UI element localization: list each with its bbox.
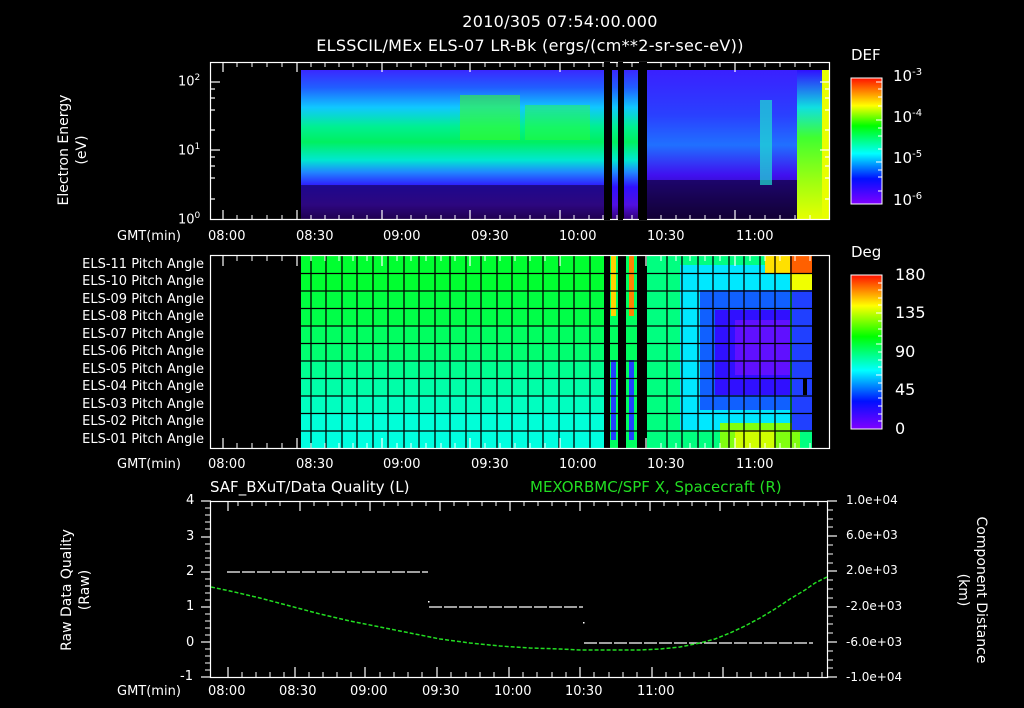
energy-ytick-1: 100 [178, 211, 201, 228]
pitch-angle-heatmap [301, 256, 812, 448]
pitch-row-els-07: ELS-07 Pitch Angle [82, 327, 204, 342]
quality-title-right: MEXORBMC/SPF X, Spacecraft (R) [530, 478, 782, 496]
pitch-row-els-09: ELS-09 Pitch Angle [82, 292, 204, 307]
time-tick-0900: 09:00 [350, 684, 388, 699]
time-tick-1000: 10:00 [559, 229, 597, 244]
quality-ylabel-left: Raw Data Quality (Raw) [59, 529, 93, 651]
time-tick-1100: 11:00 [736, 229, 774, 244]
time-tick-0930: 09:30 [422, 684, 460, 699]
deg-label-135: 135 [895, 303, 926, 322]
pitch-row-els-01: ELS-01 Pitch Angle [82, 432, 204, 447]
plot-subtitle: ELSSCIL/MEx ELS-07 LR-Bk (ergs/(cm**2-sr… [316, 36, 744, 55]
time-tick-0830: 08:30 [279, 684, 317, 699]
time-tick-0830: 08:30 [296, 229, 334, 244]
deg-label-0: 0 [895, 419, 906, 438]
time-tick-1100: 11:00 [637, 684, 675, 699]
plot-timestamp: 2010/305 07:54:00.000 [462, 12, 658, 31]
quality-ytick-0: 0 [186, 635, 195, 650]
pitch-row-els-02: ELS-02 Pitch Angle [82, 414, 204, 429]
time-tick-0930: 09:30 [471, 229, 509, 244]
quality-ytick-2: 2 [186, 564, 195, 579]
pitch-row-els-10: ELS-10 Pitch Angle [82, 274, 204, 289]
energy-ytick-100: 102 [178, 73, 201, 90]
time-tick-0830: 08:30 [296, 457, 334, 472]
energy-ytick-10: 101 [178, 142, 201, 159]
time-tick-1000: 10:00 [559, 457, 597, 472]
time-tick-1030: 10:30 [565, 684, 603, 699]
time-axis-label-2: GMT(min) [117, 457, 181, 472]
distance-ylabel-right: Component Distance (km) [955, 516, 989, 664]
time-tick-0930: 09:30 [471, 457, 509, 472]
quality-ytick-4: 4 [186, 493, 195, 508]
distance-ytick-neg6e3: -6.0e+03 [846, 635, 903, 649]
time-tick-0900: 09:00 [383, 229, 421, 244]
def-label-1e-6: 10-6 [893, 191, 923, 209]
def-label-1e-3: 10-3 [893, 67, 923, 85]
pitch-row-els-04: ELS-04 Pitch Angle [82, 379, 204, 394]
time-axis-label-3: GMT(min) [117, 684, 181, 699]
quality-ytick-1: 1 [186, 599, 195, 614]
quality-ytick-neg1: -1 [180, 669, 193, 684]
def-label-1e-5: 10-5 [893, 149, 923, 167]
distance-ytick-1e4: 1.0e+04 [846, 493, 898, 507]
deg-colorbar-title: Deg [851, 243, 882, 261]
pitch-row-els-06: ELS-06 Pitch Angle [82, 344, 204, 359]
time-tick-0800: 08:00 [208, 229, 246, 244]
deg-label-45: 45 [895, 380, 916, 399]
def-label-1e-4: 10-4 [893, 108, 923, 126]
distance-ytick-neg1e4: -1.0e+04 [846, 670, 903, 684]
time-tick-1030: 10:30 [647, 457, 685, 472]
time-axis-label-1: GMT(min) [117, 229, 181, 244]
quality-ytick-3: 3 [186, 529, 195, 544]
time-tick-0800: 08:00 [208, 684, 246, 699]
deg-label-180: 180 [895, 265, 926, 284]
time-tick-1100: 11:00 [736, 457, 774, 472]
pitch-row-els-08: ELS-08 Pitch Angle [82, 309, 204, 324]
quality-title-left: SAF_BXuT/Data Quality (L) [210, 478, 410, 496]
time-tick-0900: 09:00 [383, 457, 421, 472]
time-tick-0800: 08:00 [208, 457, 246, 472]
time-tick-1030: 10:30 [647, 229, 685, 244]
distance-ytick-neg2e3: -2.0e+03 [846, 599, 903, 613]
pitch-row-els-03: ELS-03 Pitch Angle [82, 397, 204, 412]
time-tick-1000: 10:00 [494, 684, 532, 699]
distance-ytick-6e3: 6.0e+03 [846, 528, 898, 542]
pitch-row-els-05: ELS-05 Pitch Angle [82, 362, 204, 377]
distance-ytick-2e3: 2.0e+03 [846, 563, 898, 577]
pitch-row-els-11: ELS-11 Pitch Angle [82, 257, 204, 272]
def-colorbar-title: DEF [851, 46, 881, 64]
deg-label-90: 90 [895, 342, 916, 361]
